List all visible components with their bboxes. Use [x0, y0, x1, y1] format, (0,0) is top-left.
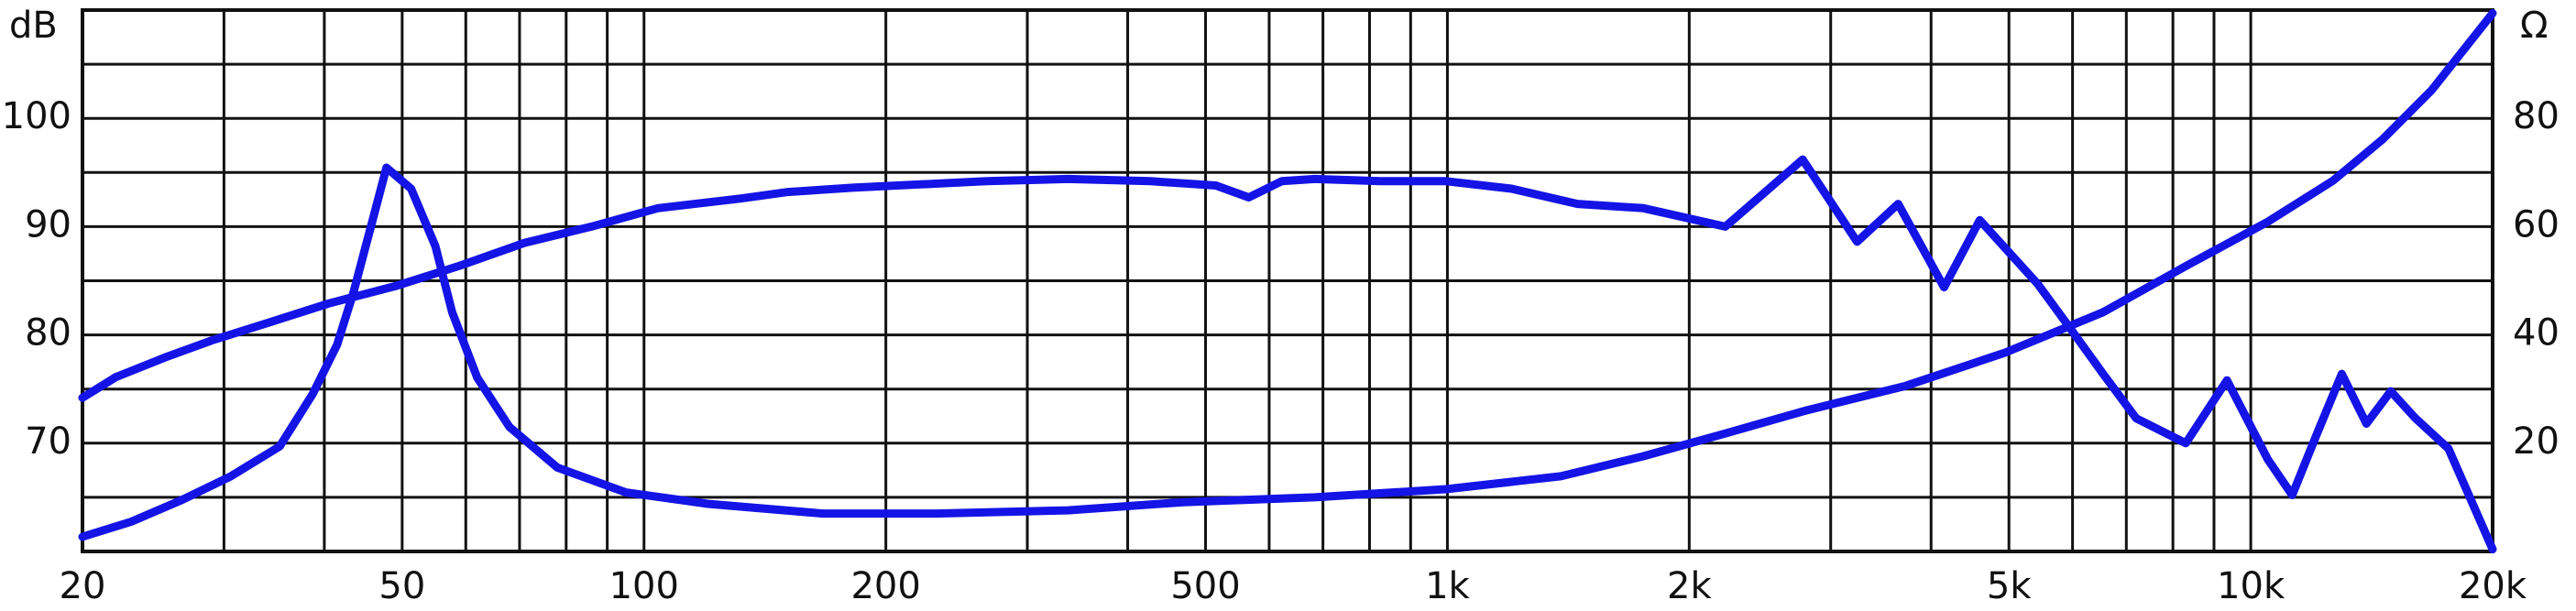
y2-tick-label: 40: [2513, 312, 2560, 355]
x-tick-label: 200: [850, 565, 920, 607]
y-tick-label: 90: [25, 203, 71, 245]
data-line: [78, 155, 2497, 554]
x-tick-label: 1k: [1425, 565, 1470, 607]
x-tick-label: 100: [609, 565, 679, 607]
y-tick-label: 80: [25, 312, 71, 355]
y-axis-label: dB: [9, 5, 58, 47]
x-tick-label: 10k: [2217, 565, 2286, 607]
y2-tick-label: 60: [2513, 203, 2560, 245]
y-tick-label: 100: [2, 95, 71, 137]
data-line: [78, 9, 2497, 541]
x-tick-label: 5k: [1987, 565, 2032, 607]
x-tick-label: 2k: [1667, 565, 1712, 607]
y-tick-label: 70: [25, 420, 71, 463]
x-tick-label: 50: [378, 565, 425, 607]
y2-tick-label: 80: [2513, 95, 2560, 137]
x-tick-label: 500: [1170, 565, 1240, 607]
plot-frame: [81, 8, 2494, 553]
y2-axis-label: Ω: [2520, 5, 2549, 47]
y2-tick-label: 20: [2513, 420, 2560, 463]
x-tick-label: 20k: [2459, 565, 2527, 607]
x-tick-label: 20: [60, 565, 106, 607]
